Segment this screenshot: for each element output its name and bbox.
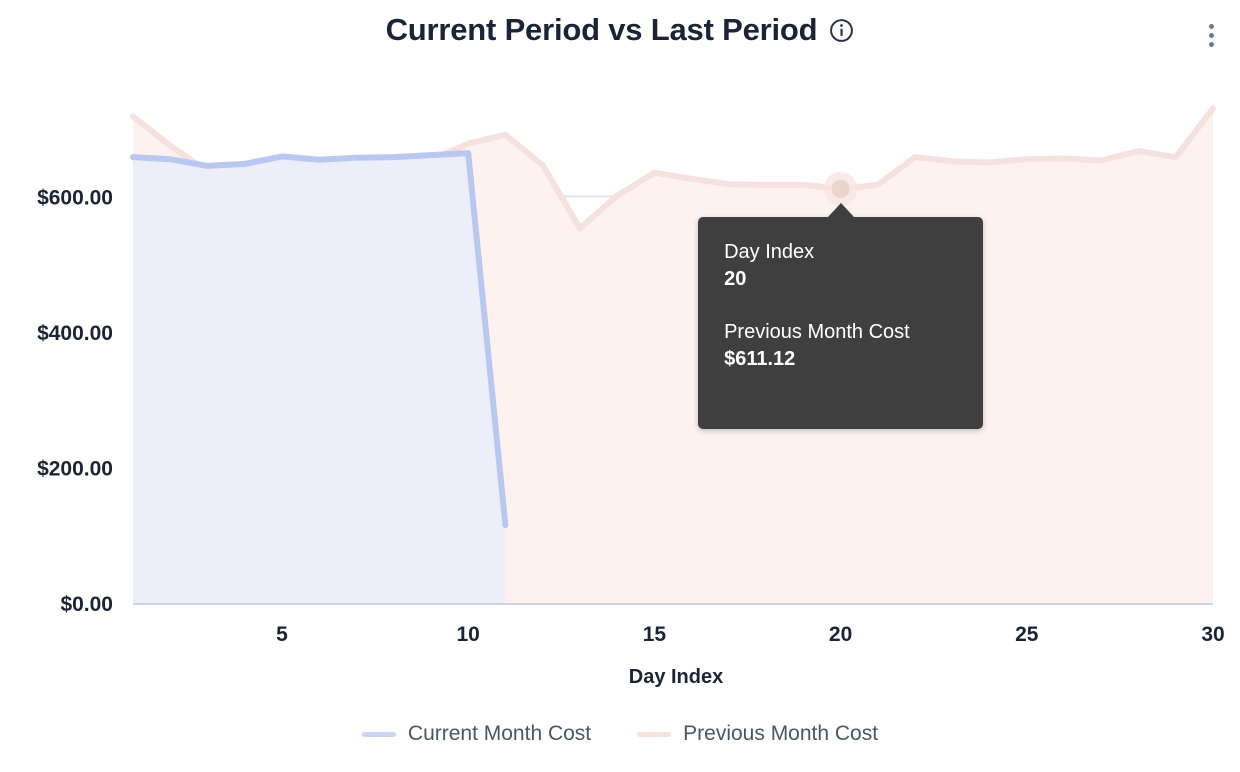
tooltip-key-day-index: Day Index xyxy=(724,240,815,263)
x-axis-title: Day Index xyxy=(629,666,723,688)
series-current-month-cost xyxy=(130,150,509,603)
y-tick-label: $0.00 xyxy=(60,593,113,616)
y-axis-ticks: $0.00 $200.00 $400.00 $600.00 xyxy=(37,186,113,616)
kebab-dot-2 xyxy=(1208,32,1214,38)
x-tick-label: 25 xyxy=(1015,623,1039,646)
x-tick-label: 10 xyxy=(456,623,479,646)
legend-swatch-previous-month-cost xyxy=(637,731,672,737)
kebab-menu-icon[interactable] xyxy=(1198,18,1224,52)
y-tick-label: $200.00 xyxy=(37,457,113,480)
y-tick-label: $400.00 xyxy=(37,322,113,345)
tooltip-value-day-index: 20 xyxy=(724,267,747,290)
tooltip-value-previous-month-cost: $611.12 xyxy=(724,347,796,370)
tooltip-key-previous-month-cost: Previous Month Cost xyxy=(724,320,910,343)
x-tick-label: 20 xyxy=(829,623,852,646)
info-circle-icon[interactable] xyxy=(829,18,854,43)
chart-tooltip: Day Index 20 Previous Month Cost $611.12 xyxy=(698,216,984,429)
highlight-point xyxy=(823,171,858,206)
chart-header: Current Period vs Last Period xyxy=(0,0,1240,70)
tooltip-row-previous-month-cost: Previous Month Cost $611.12 xyxy=(724,319,957,373)
title-row: Current Period vs Last Period xyxy=(0,12,1240,48)
tooltip-row-day-index: Day Index 20 xyxy=(724,239,957,293)
page-title: Current Period vs Last Period xyxy=(385,12,818,47)
kebab-dot-1 xyxy=(1208,23,1214,29)
chart-legend: Current Month Cost Previous Month Cost xyxy=(0,722,1240,746)
x-tick-label: 5 xyxy=(276,623,288,646)
legend-swatch-current-month-cost xyxy=(361,731,396,737)
kebab-dot-3 xyxy=(1208,41,1214,47)
legend-item-previous-month-cost[interactable]: Previous Month Cost xyxy=(637,722,878,746)
legend-item-current-month-cost[interactable]: Current Month Cost xyxy=(361,722,592,746)
x-axis-ticks: 5 10 15 20 25 30 xyxy=(276,623,1225,646)
legend-label-current-month-cost: Current Month Cost xyxy=(407,722,592,745)
tooltip-arrow xyxy=(827,202,854,217)
y-tick-label: $600.00 xyxy=(37,186,113,209)
legend-label-previous-month-cost: Previous Month Cost xyxy=(683,722,879,745)
x-tick-label: 15 xyxy=(643,623,667,646)
x-tick-label: 30 xyxy=(1201,623,1224,646)
